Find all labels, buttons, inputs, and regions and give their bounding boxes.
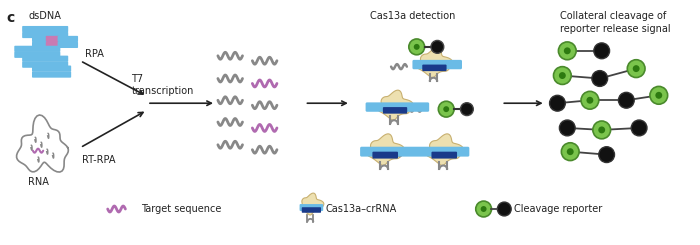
Text: c: c <box>6 11 15 25</box>
Polygon shape <box>428 134 463 166</box>
Circle shape <box>650 86 668 104</box>
Circle shape <box>476 201 491 217</box>
Circle shape <box>587 97 594 104</box>
FancyBboxPatch shape <box>372 152 398 159</box>
Text: RT-RPA: RT-RPA <box>82 155 116 165</box>
Polygon shape <box>300 193 324 215</box>
Circle shape <box>581 91 598 109</box>
Text: T7
transcription: T7 transcription <box>132 74 194 96</box>
Text: Cas13a detection: Cas13a detection <box>370 11 456 21</box>
Circle shape <box>498 202 511 216</box>
Circle shape <box>561 143 579 160</box>
Polygon shape <box>368 134 405 166</box>
FancyBboxPatch shape <box>365 102 429 112</box>
FancyBboxPatch shape <box>422 65 447 71</box>
Circle shape <box>598 147 615 162</box>
Circle shape <box>594 43 610 59</box>
Circle shape <box>554 67 571 85</box>
FancyBboxPatch shape <box>22 56 68 62</box>
Circle shape <box>633 65 640 72</box>
FancyBboxPatch shape <box>57 42 78 48</box>
Text: RNA: RNA <box>28 177 49 187</box>
FancyBboxPatch shape <box>412 60 462 69</box>
Circle shape <box>414 44 419 50</box>
Circle shape <box>559 120 575 136</box>
Circle shape <box>592 71 608 86</box>
Text: Cleavage reporter: Cleavage reporter <box>514 204 603 214</box>
FancyBboxPatch shape <box>14 52 60 58</box>
Text: RPA: RPA <box>85 49 104 59</box>
FancyBboxPatch shape <box>383 107 407 114</box>
Circle shape <box>598 126 606 133</box>
Text: dsDNA: dsDNA <box>29 11 62 21</box>
Circle shape <box>564 47 570 54</box>
Circle shape <box>618 92 634 108</box>
Circle shape <box>559 42 576 60</box>
FancyBboxPatch shape <box>22 26 68 32</box>
Circle shape <box>431 40 444 53</box>
Polygon shape <box>379 90 413 120</box>
FancyBboxPatch shape <box>46 42 60 48</box>
FancyBboxPatch shape <box>431 152 457 159</box>
Circle shape <box>593 121 610 139</box>
Circle shape <box>559 72 566 79</box>
Circle shape <box>655 92 662 99</box>
FancyBboxPatch shape <box>22 32 68 38</box>
FancyBboxPatch shape <box>22 61 68 68</box>
FancyBboxPatch shape <box>57 36 78 42</box>
Circle shape <box>567 148 574 155</box>
FancyBboxPatch shape <box>302 207 321 213</box>
Circle shape <box>443 106 449 112</box>
Circle shape <box>550 95 566 111</box>
FancyBboxPatch shape <box>46 36 60 42</box>
Text: Target sequence: Target sequence <box>141 204 221 214</box>
FancyBboxPatch shape <box>32 72 71 78</box>
FancyBboxPatch shape <box>14 46 60 52</box>
Circle shape <box>409 39 425 55</box>
FancyBboxPatch shape <box>300 204 323 211</box>
FancyBboxPatch shape <box>32 36 48 42</box>
FancyBboxPatch shape <box>32 65 71 72</box>
Circle shape <box>438 101 454 117</box>
FancyBboxPatch shape <box>32 42 48 48</box>
Circle shape <box>481 206 486 212</box>
Polygon shape <box>419 48 453 78</box>
Circle shape <box>631 120 647 136</box>
FancyBboxPatch shape <box>360 147 469 157</box>
Circle shape <box>627 60 645 77</box>
Text: Cas13a–crRNA: Cas13a–crRNA <box>326 204 396 214</box>
Circle shape <box>461 103 473 116</box>
Text: Collateral cleavage of
reporter release signal: Collateral cleavage of reporter release … <box>561 11 671 35</box>
